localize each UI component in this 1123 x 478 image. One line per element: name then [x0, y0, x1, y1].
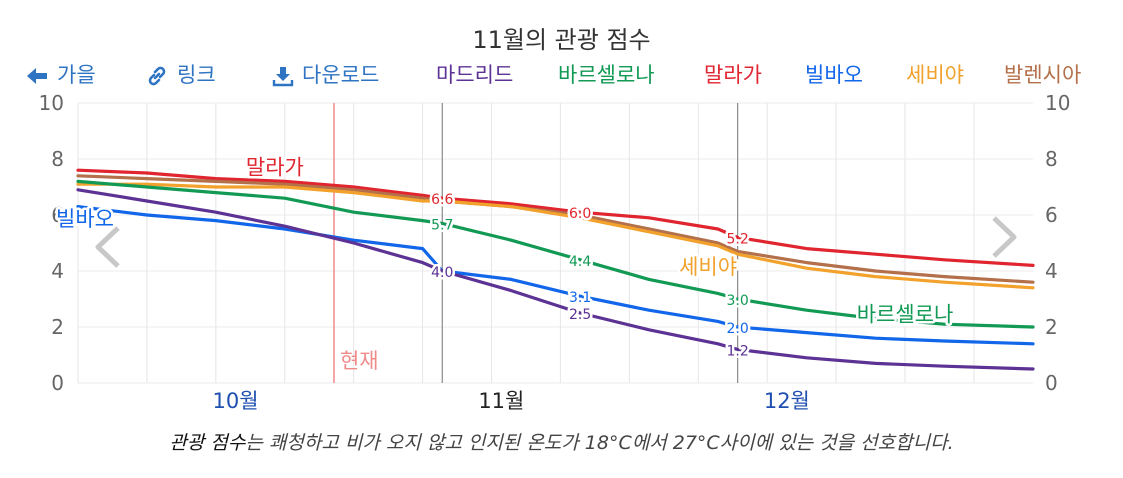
link-label: 링크 [177, 63, 216, 87]
y-tick-label-right: 0 [1045, 371, 1058, 395]
data-label-malaga: 6.0 [569, 206, 591, 222]
arrow-left-icon [27, 68, 47, 84]
series-name-label-bilbao: 빌바오 [56, 207, 114, 231]
chevron-right-icon [992, 216, 1017, 258]
data-label-bilbao: 4.0 [431, 265, 453, 281]
series-name-label-malaga: 말라가 [246, 155, 304, 179]
y-tick-label-left: 4 [51, 259, 64, 283]
y-tick-label-right: 10 [1045, 91, 1070, 115]
y-tick-label-right: 4 [1045, 259, 1058, 283]
series-name-label-barcelona: 바르셀로나 [857, 302, 954, 326]
y-tick-label-left: 10 [39, 91, 64, 115]
series-line-sevilla [76, 182, 1035, 290]
y-tick-label-right: 2 [1045, 315, 1058, 339]
data-label-madrid: 2.5 [569, 307, 591, 323]
chevron-left-icon [95, 226, 120, 268]
legend-item-bilbao[interactable]: 빌바오 [805, 63, 863, 87]
prev-button[interactable] [90, 224, 124, 274]
data-label-bilbao: 3.1 [569, 290, 591, 306]
legend-item-barcelona[interactable]: 바르셀로나 [558, 63, 655, 87]
data-label-barcelona: 3.0 [727, 293, 749, 309]
data-label-malaga: 5.2 [727, 231, 749, 247]
data-label-malaga: 6.6 [431, 192, 453, 208]
legend-item-malaga[interactable]: 말라가 [704, 63, 762, 87]
back-label: 가을 [57, 63, 96, 87]
legend-item-madrid[interactable]: 마드리드 [436, 63, 514, 87]
series-line-barcelona [76, 179, 1035, 329]
y-tick-label-left: 0 [51, 371, 64, 395]
data-label-madrid: 1.2 [727, 343, 749, 359]
y-tick-label-left: 6 [51, 203, 64, 227]
data-label-bilbao: 2.0 [727, 321, 749, 337]
back-button[interactable]: 가을 [25, 59, 96, 89]
y-tick-label-right: 6 [1045, 203, 1058, 227]
now-label: 현재 [340, 349, 379, 373]
legend-item-sevilla[interactable]: 세비야 [906, 63, 964, 87]
series-line-malaga [76, 168, 1035, 267]
series-line-madrid [76, 188, 1035, 371]
caption-text: 는 쾌청하고 비가 오지 않고 인지된 온도가 18°C에서 27°C사이에 있… [245, 432, 954, 454]
x-tick-label: 12월 [764, 389, 810, 413]
y-tick-label-right: 8 [1045, 147, 1058, 171]
download-button[interactable]: 다운로드 [272, 59, 379, 89]
download-label: 다운로드 [302, 63, 380, 87]
caption-emphasis: 관광 점수 [169, 432, 246, 454]
download-icon [272, 67, 294, 87]
data-label-barcelona: 5.7 [431, 217, 453, 233]
x-tick-label: 10월 [213, 389, 259, 413]
data-label-barcelona: 4.4 [569, 254, 591, 270]
next-button[interactable] [988, 214, 1022, 264]
legend-item-valencia[interactable]: 발렌시아 [1004, 63, 1082, 87]
y-tick-label-left: 8 [51, 147, 64, 171]
chart-title: 11월의 관광 점수 [472, 26, 651, 54]
series-name-label-sevilla: 세비야 [679, 255, 737, 279]
series-line-bilbao [76, 205, 1035, 346]
link-button[interactable]: 링크 [145, 59, 216, 89]
x-tick-label: 11월 [478, 389, 524, 413]
data-label-madrid: 4.0 [431, 265, 453, 281]
caption: 관광 점수는 쾌청하고 비가 오지 않고 인지된 온도가 18°C에서 27°C… [0, 428, 1123, 455]
y-tick-label-left: 2 [51, 315, 64, 339]
link-icon [148, 66, 166, 86]
legend: 가을 링크 다운로드 마드리드 바르셀로나 말라가 빌바오 세비야 발렌시아 [0, 59, 1123, 91]
